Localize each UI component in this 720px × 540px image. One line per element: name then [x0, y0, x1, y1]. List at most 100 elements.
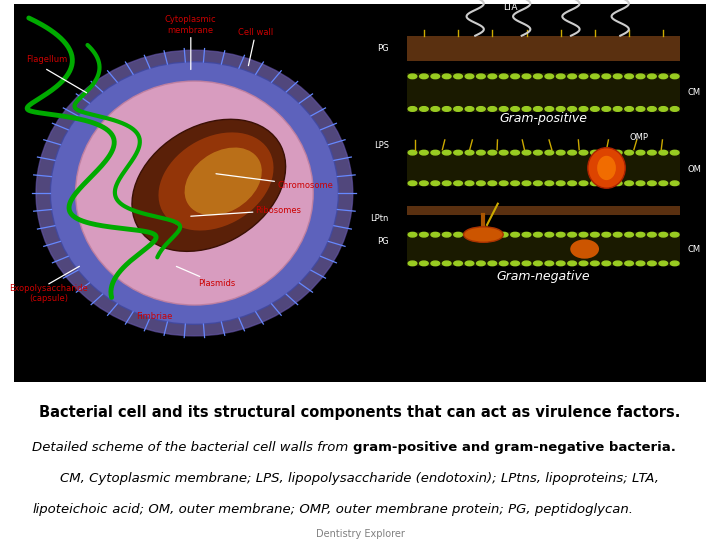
- Circle shape: [579, 74, 588, 79]
- FancyBboxPatch shape: [407, 206, 680, 215]
- Circle shape: [534, 74, 542, 79]
- Text: LTA: LTA: [503, 3, 518, 12]
- Circle shape: [454, 261, 462, 266]
- Circle shape: [534, 261, 542, 266]
- Text: Exopolysaccharide
(capsule): Exopolysaccharide (capsule): [9, 284, 89, 303]
- Text: lipoteichoic: lipoteichoic: [32, 503, 108, 516]
- Circle shape: [442, 150, 451, 155]
- Text: Cell wall: Cell wall: [238, 28, 273, 66]
- Circle shape: [647, 150, 656, 155]
- Circle shape: [488, 232, 497, 237]
- Circle shape: [636, 261, 645, 266]
- Circle shape: [431, 106, 440, 111]
- Text: acid; OM, outer membrane; OMP, outer membrane protein; PG, peptidoglycan.: acid; OM, outer membrane; OMP, outer mem…: [108, 503, 633, 516]
- Circle shape: [500, 150, 508, 155]
- Ellipse shape: [132, 119, 286, 251]
- Circle shape: [522, 232, 531, 237]
- Circle shape: [431, 74, 440, 79]
- Circle shape: [534, 150, 542, 155]
- Ellipse shape: [76, 81, 313, 305]
- Circle shape: [477, 150, 485, 155]
- Circle shape: [647, 261, 656, 266]
- Circle shape: [442, 106, 451, 111]
- Circle shape: [590, 181, 599, 186]
- Circle shape: [442, 261, 451, 266]
- Ellipse shape: [184, 147, 262, 215]
- Circle shape: [568, 74, 577, 79]
- Circle shape: [500, 261, 508, 266]
- Circle shape: [420, 150, 428, 155]
- Circle shape: [431, 232, 440, 237]
- Circle shape: [636, 106, 645, 111]
- Circle shape: [420, 181, 428, 186]
- Ellipse shape: [36, 50, 353, 336]
- Circle shape: [579, 150, 588, 155]
- FancyBboxPatch shape: [407, 73, 680, 112]
- Circle shape: [465, 106, 474, 111]
- Circle shape: [408, 150, 417, 155]
- Circle shape: [613, 232, 622, 237]
- Text: PG: PG: [377, 237, 389, 246]
- Circle shape: [670, 106, 679, 111]
- Circle shape: [557, 181, 565, 186]
- Circle shape: [659, 232, 667, 237]
- Circle shape: [636, 181, 645, 186]
- Text: Cytoplasmic
membrane: Cytoplasmic membrane: [165, 16, 217, 70]
- Circle shape: [488, 150, 497, 155]
- Circle shape: [408, 261, 417, 266]
- Circle shape: [534, 181, 542, 186]
- Circle shape: [477, 74, 485, 79]
- Text: LPtn: LPtn: [370, 214, 389, 222]
- Circle shape: [465, 74, 474, 79]
- Circle shape: [647, 232, 656, 237]
- Circle shape: [557, 74, 565, 79]
- Circle shape: [557, 106, 565, 111]
- Circle shape: [613, 106, 622, 111]
- Text: PG: PG: [377, 44, 389, 53]
- Circle shape: [454, 106, 462, 111]
- Circle shape: [510, 150, 519, 155]
- FancyBboxPatch shape: [14, 4, 706, 382]
- FancyBboxPatch shape: [407, 150, 680, 186]
- Ellipse shape: [50, 62, 338, 325]
- Text: CM, Cytoplasmic membrane; LPS, lipopolysaccharide (endotoxin); LPtns, lipoprotei: CM, Cytoplasmic membrane; LPS, lipopolys…: [60, 472, 660, 485]
- Text: Dentistry Explorer: Dentistry Explorer: [315, 529, 405, 539]
- Circle shape: [625, 261, 634, 266]
- Circle shape: [579, 181, 588, 186]
- Circle shape: [500, 181, 508, 186]
- Circle shape: [613, 150, 622, 155]
- Text: Gram-positive: Gram-positive: [500, 112, 588, 125]
- Ellipse shape: [464, 227, 503, 242]
- Circle shape: [465, 181, 474, 186]
- Circle shape: [500, 232, 508, 237]
- Circle shape: [659, 150, 667, 155]
- Circle shape: [636, 74, 645, 79]
- Circle shape: [647, 106, 656, 111]
- Ellipse shape: [570, 239, 599, 259]
- Circle shape: [477, 232, 485, 237]
- Circle shape: [545, 232, 554, 237]
- Circle shape: [488, 106, 497, 111]
- Circle shape: [510, 181, 519, 186]
- Circle shape: [454, 181, 462, 186]
- Circle shape: [613, 181, 622, 186]
- Circle shape: [590, 74, 599, 79]
- Circle shape: [613, 74, 622, 79]
- Circle shape: [590, 150, 599, 155]
- Circle shape: [568, 261, 577, 266]
- Circle shape: [579, 106, 588, 111]
- Text: Detailed scheme of the bacterial cell walls from: Detailed scheme of the bacterial cell wa…: [32, 441, 353, 454]
- Circle shape: [602, 74, 611, 79]
- Text: Plasmids: Plasmids: [176, 266, 235, 288]
- Circle shape: [625, 232, 634, 237]
- Circle shape: [659, 181, 667, 186]
- Circle shape: [465, 261, 474, 266]
- Text: CM: CM: [688, 245, 701, 254]
- Circle shape: [477, 106, 485, 111]
- Circle shape: [602, 181, 611, 186]
- Circle shape: [431, 261, 440, 266]
- Circle shape: [522, 261, 531, 266]
- Circle shape: [510, 106, 519, 111]
- Text: Flagellum: Flagellum: [26, 55, 68, 64]
- Circle shape: [408, 181, 417, 186]
